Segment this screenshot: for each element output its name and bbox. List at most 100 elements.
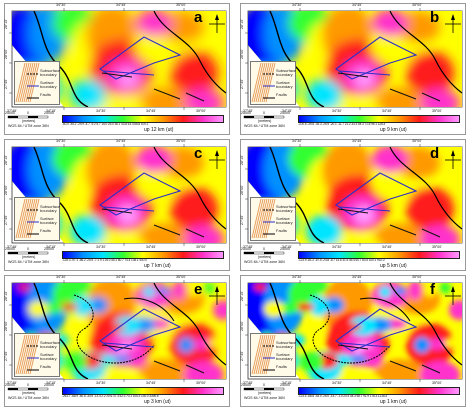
coord-left-0: 28°15' xyxy=(4,291,8,301)
coord-top-0: 34°30' xyxy=(56,139,66,143)
scale-unit: (meters) xyxy=(22,391,36,395)
coord-top-2: 35°00' xyxy=(176,3,186,7)
scale-unit: (meters) xyxy=(258,119,272,123)
panel-label-a: a xyxy=(194,9,203,26)
coord-top-1: 34°45' xyxy=(352,275,362,279)
colorbar-d xyxy=(298,251,460,259)
legend-item-1: Surface boundary xyxy=(40,80,57,90)
scale-right: 25000 xyxy=(44,383,54,387)
scale-right: 25000 xyxy=(280,383,290,387)
scale-right: 25000 xyxy=(280,247,290,251)
coord-bottom-0: 34°15' xyxy=(282,245,292,249)
legend-item-1: Surface boundary xyxy=(276,216,293,226)
coord-bottom-2: 34°45' xyxy=(146,245,156,249)
coord-top-0: 34°30' xyxy=(292,3,302,7)
colorbar-caption-b: up 9 km (ut) xyxy=(380,127,407,133)
coord-top-1: 34°45' xyxy=(116,275,126,279)
colorbar-ticks-d: -123.9 -81.2 -57.5 -24.8 -6.7 14.6 31.5 … xyxy=(298,258,385,262)
scale-unit: (meters) xyxy=(258,255,272,259)
legend-item-0: Subsurface boundary xyxy=(40,68,61,78)
coord-origin: 37°45' xyxy=(7,109,17,113)
coord-left-1: 28°00' xyxy=(4,49,8,59)
colorbar-c xyxy=(62,251,224,259)
legend-item-0: Subsurface boundary xyxy=(40,204,61,214)
scale-left: 25000 xyxy=(241,247,251,251)
panel-label-b: b xyxy=(430,9,440,26)
legend-item-1: Surface boundary xyxy=(40,216,57,226)
coord-left-1: 28°00' xyxy=(240,185,244,195)
panel-label-e: e xyxy=(194,281,203,298)
scale-right: 25000 xyxy=(44,111,54,115)
map-legend: Subsurface boundary Surface boundary Fault… xyxy=(250,61,296,105)
colorbar-ticks-c: -125.3 -97.1 -56.2 -25.9 -7.1 9.1 25.0 4… xyxy=(62,258,147,262)
scale-projection: WGS 84 / UTM zone 36N xyxy=(244,396,285,400)
scale-left: 25000 xyxy=(241,111,251,115)
coord-top-2: 35°00' xyxy=(412,275,422,279)
legend-item-0: Subsurface boundary xyxy=(276,68,297,78)
scale-mid: 0 xyxy=(27,111,29,115)
coord-left-2: 27°45' xyxy=(4,79,8,89)
scale-left: 25000 xyxy=(5,111,15,115)
scale-mid: 0 xyxy=(263,111,265,115)
coord-bottom-0: 34°15' xyxy=(46,109,56,113)
legend-item-0: Subsurface boundary xyxy=(40,340,61,350)
legend-item-2: Faults xyxy=(276,92,287,97)
coord-bottom-3: 35°00' xyxy=(196,381,206,385)
coord-top-0: 34°30' xyxy=(292,139,302,143)
colorbar-caption-e: up 3 km (ut) xyxy=(144,399,171,405)
coord-left-2: 27°45' xyxy=(4,215,8,225)
colorbar-caption-d: up 5 km (ut) xyxy=(380,263,407,269)
coord-left-1: 28°00' xyxy=(4,321,8,331)
coord-bottom-0: 34°15' xyxy=(282,109,292,113)
legend-item-2: Faults xyxy=(276,228,287,233)
map-panel-a: a 34°30' 34°45' 35°00' 34°15' 34°30' 34°45' 35°… xyxy=(4,3,230,135)
map-legend: Subsurface boundary Surface boundary Fault… xyxy=(14,197,60,241)
scale-bar xyxy=(243,251,285,255)
coord-origin: 37°45' xyxy=(243,245,253,249)
scale-left: 25000 xyxy=(5,247,15,251)
colorbar-caption-f: up 1 km (ut) xyxy=(380,399,407,405)
map-legend: Subsurface boundary Surface boundary Fault… xyxy=(250,333,296,377)
colorbar-ticks-a: -60.0 -45.2 -29.9 -4.7 -9.2 5.7 15.0 25.… xyxy=(62,122,149,126)
scale-mid: 0 xyxy=(27,383,29,387)
coord-bottom-0: 34°15' xyxy=(46,381,56,385)
coord-origin: 37°45' xyxy=(7,381,17,385)
colorbar-ticks-f: -123.4 -68.8 -44.0 -26.0 -14.7 -1.0 20.4… xyxy=(298,394,388,398)
scale-mid: 0 xyxy=(263,247,265,251)
coord-top-1: 34°45' xyxy=(116,139,126,143)
coord-left-2: 27°45' xyxy=(240,79,244,89)
coord-top-2: 35°00' xyxy=(176,139,186,143)
coord-left-1: 28°00' xyxy=(4,185,8,195)
scale-left: 25000 xyxy=(241,383,251,387)
anomaly-map-e xyxy=(4,275,230,407)
coord-left-0: 28°15' xyxy=(240,155,244,165)
coord-left-2: 27°45' xyxy=(4,351,8,361)
legend-symbols xyxy=(251,334,276,375)
colorbar-ticks-e: -261.7 -88.9 -60.8 -34.9 -13.4 2.2 20.6 … xyxy=(62,394,159,398)
coord-bottom-2: 34°45' xyxy=(146,381,156,385)
legend-symbols xyxy=(251,62,276,103)
scale-projection: WGS 84 / UTM zone 36N xyxy=(8,396,49,400)
scale-unit: (meters) xyxy=(22,119,36,123)
legend-item-2: Faults xyxy=(40,92,51,97)
legend-symbols xyxy=(15,334,40,375)
coord-bottom-3: 35°00' xyxy=(196,109,206,113)
coord-bottom-1: 34°30' xyxy=(96,109,106,113)
legend-item-0: Subsurface boundary xyxy=(276,204,297,214)
colorbar-f xyxy=(298,387,460,395)
coord-top-1: 34°45' xyxy=(116,3,126,7)
map-panel-e: e 34°30' 34°45' 35°00' 34°15' 34°30' 34°45' 35°… xyxy=(4,275,230,407)
scale-bar xyxy=(243,115,285,119)
legend-item-0: Subsurface boundary xyxy=(276,340,297,350)
legend-symbols xyxy=(251,198,276,239)
colorbar-a xyxy=(62,115,224,123)
coord-left-1: 28°00' xyxy=(240,321,244,331)
coord-top-2: 35°00' xyxy=(412,139,422,143)
coord-top-2: 35°00' xyxy=(412,3,422,7)
map-legend: Subsurface boundary Surface boundary Fault… xyxy=(250,197,296,241)
coord-top-1: 34°45' xyxy=(352,3,362,7)
coord-left-2: 27°45' xyxy=(240,351,244,361)
scale-mid: 0 xyxy=(27,247,29,251)
panel-label-f: f xyxy=(430,281,435,298)
scale-projection: WGS 84 / UTM zone 36N xyxy=(244,124,285,128)
